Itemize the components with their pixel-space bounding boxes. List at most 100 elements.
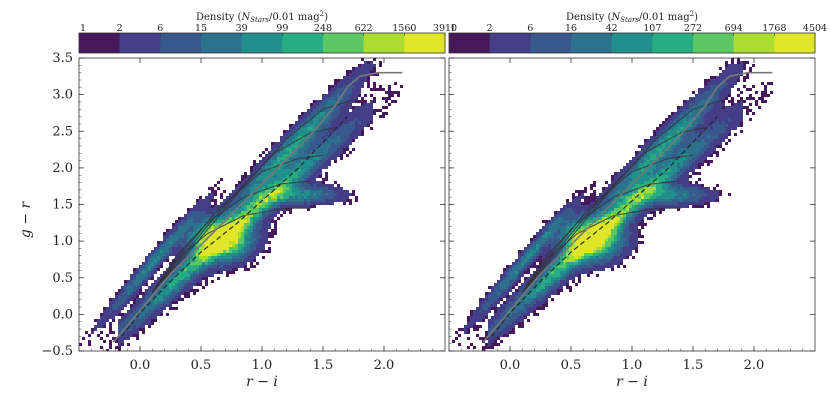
density-cell — [187, 289, 190, 292]
density-cell — [698, 178, 701, 181]
density-cell — [650, 178, 653, 181]
density-cell — [163, 244, 166, 247]
density-cell — [539, 283, 542, 286]
density-cell — [316, 193, 319, 196]
density-cell — [142, 274, 145, 277]
left-x-axis-label: r − i — [246, 374, 278, 390]
density-cell — [710, 193, 713, 196]
density-cell — [701, 193, 704, 196]
density-cell — [629, 232, 632, 235]
density-cell — [262, 175, 265, 178]
density-cell — [680, 199, 683, 202]
colorbar-tick-label: 1560 — [392, 23, 416, 34]
density-cell — [214, 214, 217, 217]
density-cell — [325, 127, 328, 130]
density-cell — [277, 151, 280, 154]
density-cell — [181, 298, 184, 301]
density-cell — [235, 220, 238, 223]
density-cell — [187, 229, 190, 232]
density-cell — [566, 211, 569, 214]
density-cell — [322, 193, 325, 196]
density-cell — [668, 199, 671, 202]
density-cell — [563, 265, 566, 268]
density-cell — [145, 289, 148, 292]
density-cell — [337, 142, 340, 145]
density-cell — [563, 253, 566, 256]
density-cell — [524, 259, 527, 262]
density-cell — [304, 124, 307, 127]
density-cell — [313, 184, 316, 187]
density-cell — [244, 253, 247, 256]
density-cell — [629, 235, 632, 238]
density-cell — [581, 250, 584, 253]
density-cell — [124, 304, 127, 307]
density-cell — [346, 118, 349, 121]
density-cell — [503, 274, 506, 277]
density-cell — [211, 247, 214, 250]
density-cell — [695, 160, 698, 163]
density-cell — [548, 274, 551, 277]
density-cell — [659, 139, 662, 142]
density-cell — [719, 73, 722, 76]
density-cell — [668, 184, 671, 187]
density-cell — [256, 250, 259, 253]
density-cell — [518, 250, 521, 253]
density-cell — [337, 136, 340, 139]
left-isochrones — [112, 71, 403, 343]
density-cell — [244, 175, 247, 178]
density-cell — [142, 310, 145, 313]
density-cell — [316, 124, 319, 127]
density-cell — [250, 169, 253, 172]
density-cell — [325, 154, 328, 157]
density-cell — [298, 148, 301, 151]
density-cell — [268, 199, 271, 202]
density-cell — [253, 202, 256, 205]
density-cell — [557, 214, 560, 217]
density-cell — [256, 184, 259, 187]
density-cell — [575, 265, 578, 268]
density-cell — [686, 160, 689, 163]
density-cell — [247, 226, 250, 229]
density-cell — [271, 148, 274, 151]
density-cell — [578, 268, 581, 271]
density-cell — [352, 136, 355, 139]
density-cell — [566, 199, 569, 202]
density-cell — [641, 226, 644, 229]
density-cell — [301, 181, 304, 184]
density-cell — [518, 280, 521, 283]
density-cell — [656, 172, 659, 175]
density-cell — [157, 313, 160, 316]
density-cell — [557, 220, 560, 223]
density-cell — [109, 328, 112, 331]
density-cell — [719, 130, 722, 133]
density-cell — [599, 199, 602, 202]
density-cell — [241, 190, 244, 193]
density-cell — [268, 154, 271, 157]
density-cell — [626, 235, 629, 238]
density-cell — [286, 139, 289, 142]
density-cell — [199, 253, 202, 256]
density-cell — [280, 169, 283, 172]
density-cell — [629, 238, 632, 241]
density-cell — [145, 310, 148, 313]
density-cell — [241, 193, 244, 196]
density-cell — [623, 196, 626, 199]
density-cell — [169, 292, 172, 295]
density-cell — [698, 97, 701, 100]
density-cell — [124, 301, 127, 304]
density-cell — [707, 97, 710, 100]
density-cell — [316, 151, 319, 154]
density-cell — [166, 304, 169, 307]
density-cell — [671, 118, 674, 121]
density-cell — [623, 235, 626, 238]
density-cell — [310, 118, 313, 121]
density-cell — [674, 157, 677, 160]
density-cell — [367, 82, 370, 85]
density-cell — [169, 295, 172, 298]
density-cell — [355, 70, 358, 73]
density-cell — [388, 91, 391, 94]
density-cell — [322, 160, 325, 163]
density-cell — [602, 232, 605, 235]
density-cell — [160, 304, 163, 307]
density-cell — [268, 226, 271, 229]
